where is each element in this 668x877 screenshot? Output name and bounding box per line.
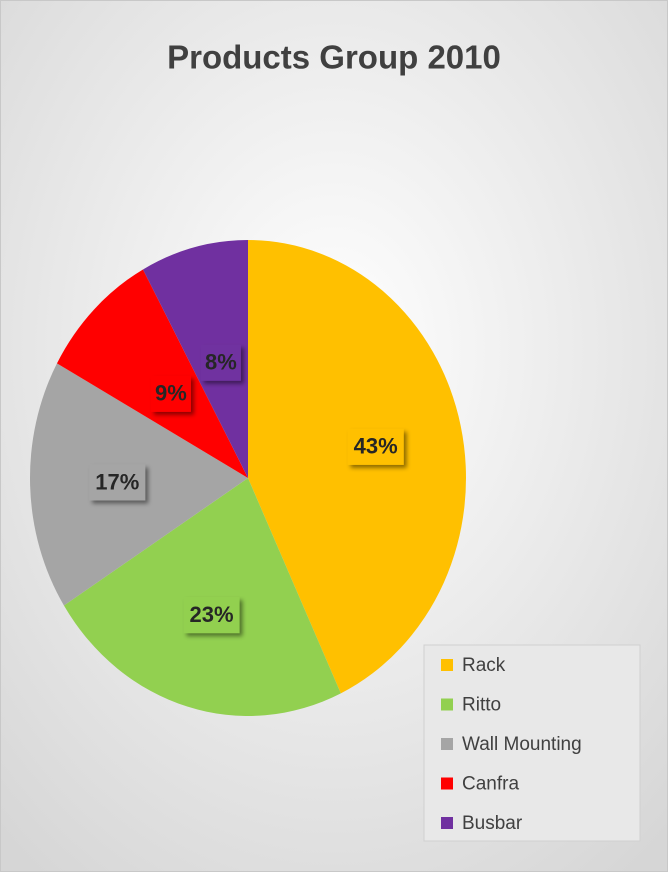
data-label-box xyxy=(89,464,146,501)
chart-title: Products Group 2010 xyxy=(167,39,501,76)
data-label: 9% xyxy=(155,381,187,406)
data-label-box xyxy=(200,344,241,381)
legend-swatch xyxy=(441,777,453,790)
legend-swatch xyxy=(441,698,453,711)
pie: 43% 23% 17% 9% 8% xyxy=(29,239,467,716)
pie-slice xyxy=(142,239,248,478)
legend-entries: Rack Ritto Wall Mounting Canfra Busbar xyxy=(441,655,582,834)
legend-swatch xyxy=(441,659,453,671)
legend-label: Canfra xyxy=(462,774,519,795)
pie-slice xyxy=(63,478,341,716)
legend-label: Busbar xyxy=(462,813,523,834)
data-label-box xyxy=(150,375,191,412)
pie-slice xyxy=(56,269,248,478)
legend-label: Ritto xyxy=(462,695,501,716)
legend-label: Wall Mounting xyxy=(462,734,582,755)
data-label-box xyxy=(347,428,404,465)
data-label-box xyxy=(183,597,240,634)
legend-swatch xyxy=(441,738,453,750)
legend-swatch xyxy=(441,817,453,829)
legend xyxy=(423,644,641,842)
pie-slice xyxy=(248,240,467,694)
data-label: 43% xyxy=(354,434,398,459)
legend-label: Rack xyxy=(462,655,506,676)
data-label: 23% xyxy=(189,602,233,627)
data-label: 17% xyxy=(95,469,139,494)
data-label: 8% xyxy=(205,350,237,375)
